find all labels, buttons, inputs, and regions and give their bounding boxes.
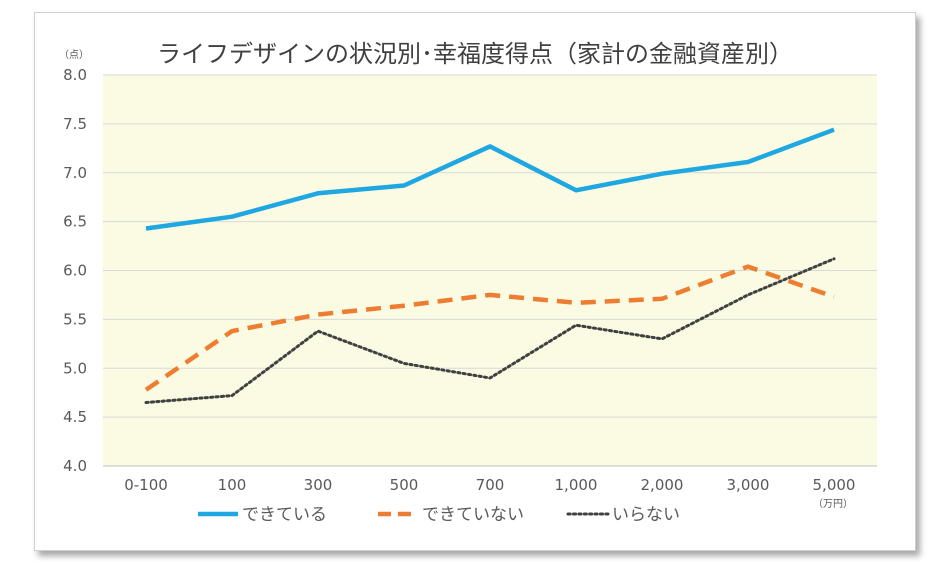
x-tick-label: 3,000 (727, 476, 770, 494)
legend: できている できていない いらない (198, 505, 680, 525)
x-axis-ticks: 0-100 100 300 500 700 1,000 2,000 3,000 5,000 (124, 476, 855, 494)
x-tick-label: 500 (390, 476, 419, 494)
x-tick-label: 100 (218, 476, 247, 494)
series-line-1 (145, 127, 835, 231)
y-tick-label: 7.5 (63, 115, 87, 133)
y-axis-unit: （点） (59, 49, 89, 61)
legend-label-3: いらない (612, 505, 680, 525)
y-tick-label: 4.5 (63, 408, 87, 426)
legend-label-1: できている (242, 505, 327, 525)
legend-label-2: できていない (422, 505, 524, 525)
x-tick-label: 700 (476, 476, 505, 494)
y-tick-label: 7.0 (63, 164, 87, 182)
series-lines (144, 127, 836, 404)
gridlines (103, 74, 877, 467)
y-tick-label: 4.0 (63, 457, 87, 475)
y-tick-label: 5.0 (63, 359, 87, 377)
y-tick-label: 5.5 (63, 310, 87, 328)
series-line-2 (144, 264, 835, 392)
y-tick-label: 6.5 (63, 213, 87, 231)
y-tick-label: 6.0 (63, 262, 87, 280)
x-tick-label: 300 (304, 476, 333, 494)
y-axis-ticks: 4.0 4.5 5.0 5.5 6.0 6.5 7.0 7.5 8.0 (63, 66, 87, 475)
y-tick-label: 8.0 (63, 66, 87, 84)
chart-frame: 4.0 4.5 5.0 5.5 6.0 6.5 7.0 7.5 8.0 0-100 100 300 5… (34, 12, 916, 551)
x-tick-label: 2,000 (641, 476, 684, 494)
x-tick-label: 1,000 (555, 476, 598, 494)
x-tick-label: 0-100 (124, 476, 168, 494)
line-chart: 4.0 4.5 5.0 5.5 6.0 6.5 7.0 7.5 8.0 0-100 100 300 5… (59, 40, 877, 525)
series-line-3 (144, 257, 836, 404)
x-tick-label: 5,000 (813, 476, 856, 494)
chart-title: ライフデザインの状況別･幸福度得点（家計の金融資産別） (157, 40, 793, 68)
x-axis-unit: （万円） (813, 498, 853, 510)
